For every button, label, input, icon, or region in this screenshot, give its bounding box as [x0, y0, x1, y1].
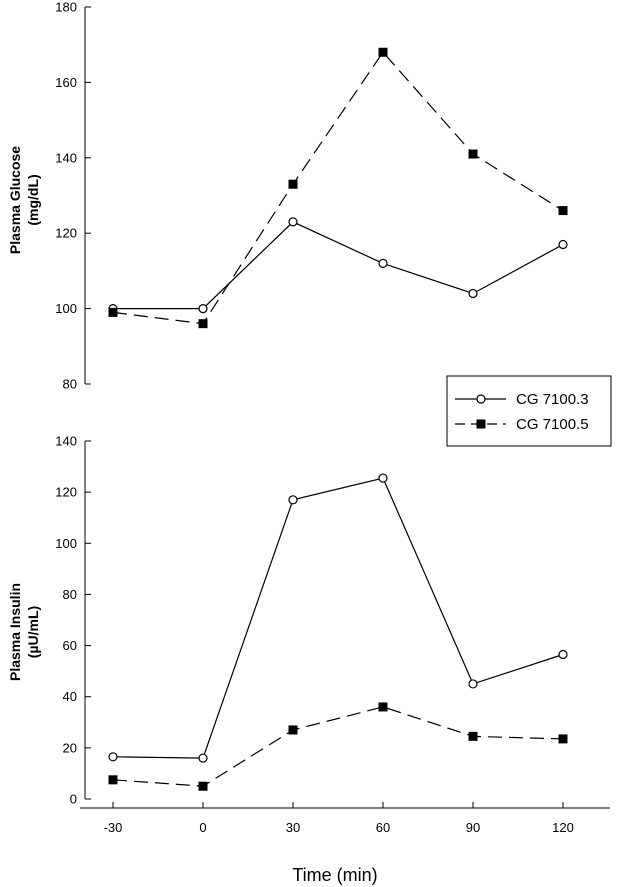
legend: CG 7100.3 CG 7100.5 — [446, 375, 612, 447]
data-point-square — [198, 319, 208, 329]
y-tick-label: 160 — [55, 75, 77, 90]
data-point-square — [288, 725, 298, 735]
y-tick-label: 140 — [55, 434, 77, 449]
y-tick-label: 80 — [63, 587, 77, 602]
x-tick-label: 120 — [552, 820, 574, 835]
data-point-square — [378, 47, 388, 57]
data-point-circle — [378, 258, 388, 268]
data-point-circle — [108, 752, 118, 762]
series-cg7100-5 — [108, 702, 568, 791]
data-point-circle — [288, 495, 298, 505]
series-cg7100-3 — [108, 473, 568, 763]
data-point-square — [558, 206, 568, 216]
y-tick-label: 120 — [55, 226, 77, 241]
data-point-square — [108, 775, 118, 785]
data-point-square — [468, 731, 478, 741]
series-line — [112, 51, 564, 325]
y-tick-label: 120 — [55, 485, 77, 500]
x-tick-label: -30 — [104, 820, 123, 835]
data-point-square — [558, 734, 568, 744]
y-tick-label: 20 — [63, 740, 77, 755]
y-axis-label: Plasma Insulin (µU/mL) — [7, 583, 41, 681]
series-cg7100-3 — [108, 217, 568, 314]
legend-marker-square — [476, 419, 486, 429]
y-tick-label: 40 — [63, 689, 77, 704]
panel-insulin: 0 20 40 60 80 100 120 140 Plasma Insulin (µU/mL) -… — [7, 434, 610, 885]
y-axis-label-line1: Plasma Glucose — [7, 146, 23, 254]
x-axis-label: Time (min) — [292, 865, 377, 885]
x-tick-label: 60 — [376, 820, 390, 835]
y-tick-label: 80 — [63, 377, 77, 392]
y-tick-label: 180 — [55, 0, 77, 15]
legend-label: CG 7100.5 — [516, 416, 589, 433]
data-point-square — [468, 149, 478, 159]
panel-glucose: 80 100 120 140 160 180 Plasma Glucose (mg/dL) — [7, 0, 568, 392]
data-point-circle — [288, 217, 298, 227]
data-point-circle — [558, 649, 568, 660]
y-axis-label: Plasma Glucose (mg/dL) — [7, 146, 41, 254]
data-point-circle — [198, 753, 208, 763]
series-line — [112, 706, 564, 787]
data-point-square — [108, 307, 118, 317]
x-tick-label: 90 — [466, 820, 480, 835]
y-axis-label-line1: Plasma Insulin — [7, 583, 23, 681]
legend-marker-circle — [476, 394, 486, 404]
x-tick-label: 30 — [286, 820, 300, 835]
legend-box — [446, 375, 612, 447]
series-cg7100-5 — [108, 47, 568, 329]
data-point-circle — [468, 288, 478, 299]
x-tick-label: 0 — [199, 820, 206, 835]
data-point-circle — [378, 473, 388, 483]
y-tick-label: 100 — [55, 536, 77, 551]
series-line — [112, 477, 564, 759]
data-point-square — [378, 702, 388, 712]
series-line — [113, 221, 564, 310]
y-tick-label: 0 — [70, 792, 77, 807]
y-axis-label-line2: (mg/dL) — [25, 174, 41, 225]
data-point-square — [198, 781, 208, 791]
data-point-circle — [468, 679, 478, 689]
data-point-circle — [198, 304, 208, 314]
data-point-circle — [558, 239, 568, 250]
data-point-square — [288, 179, 298, 189]
y-tick-label: 60 — [63, 638, 77, 653]
legend-label: CG 7100.3 — [516, 391, 589, 408]
y-axis-label-line2: (µU/mL) — [25, 606, 41, 658]
y-tick-label: 100 — [55, 301, 77, 316]
y-tick-label: 140 — [55, 150, 77, 165]
